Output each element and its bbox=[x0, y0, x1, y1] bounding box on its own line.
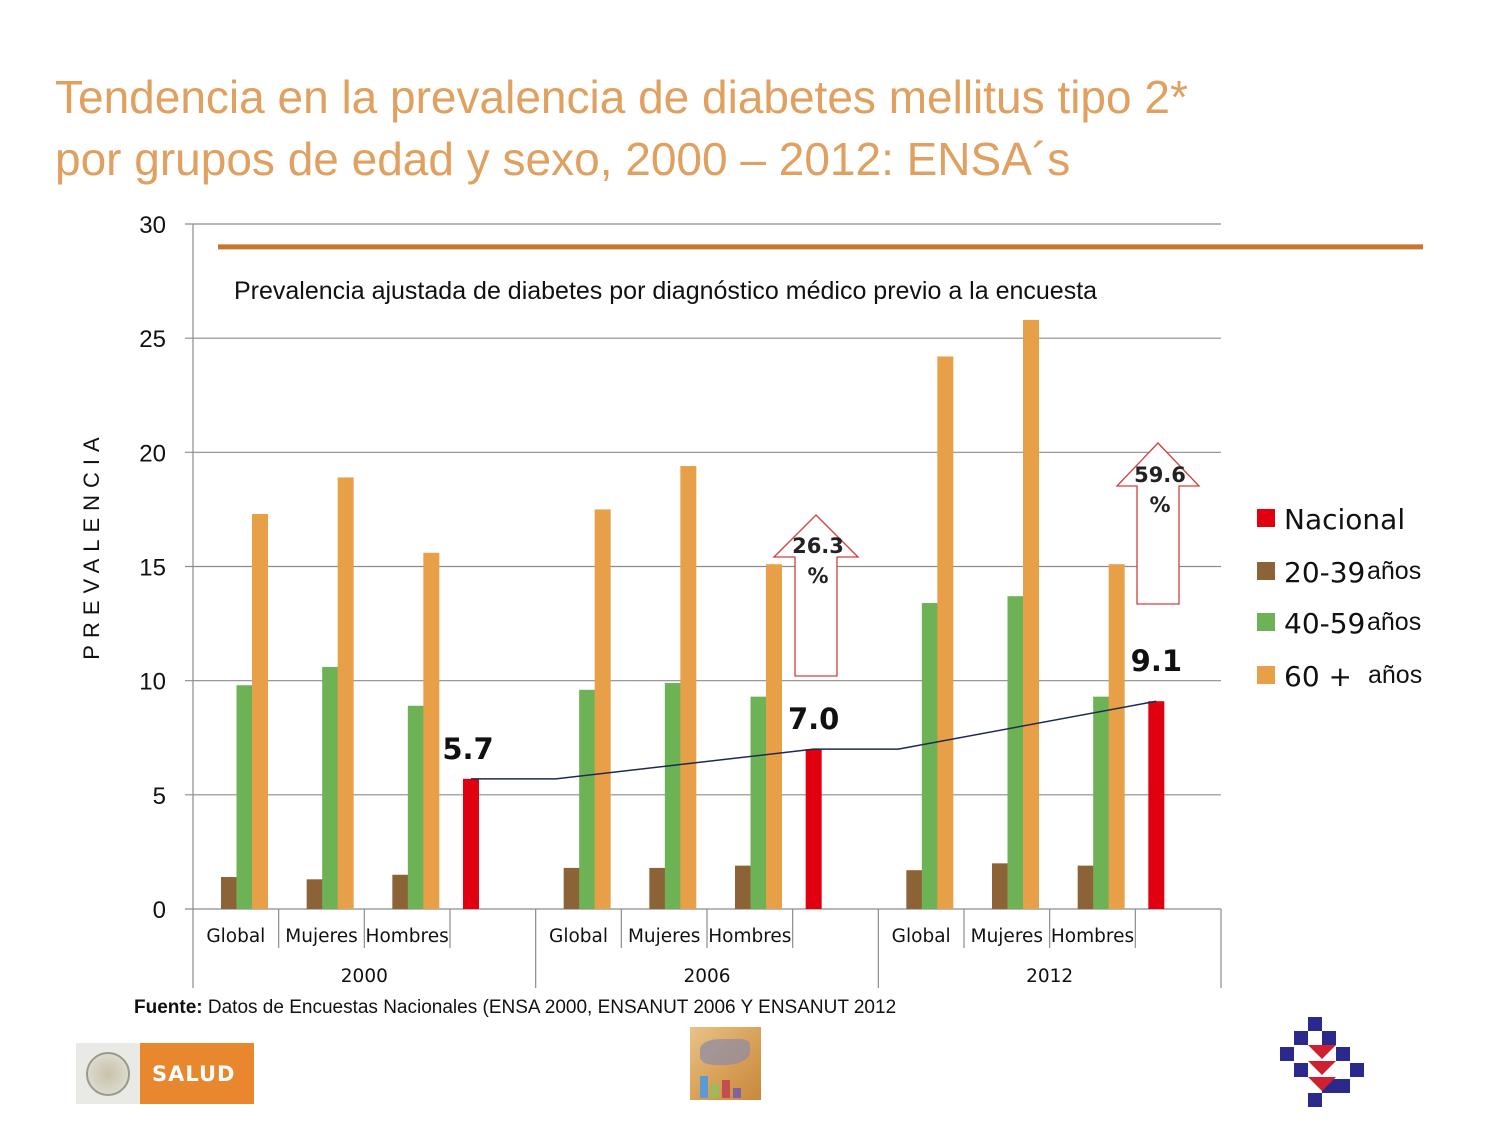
bars bbox=[221, 319, 1165, 909]
x-year-label: 2006 bbox=[683, 966, 730, 987]
legend-swatch bbox=[1257, 562, 1275, 580]
institute-logo-icon bbox=[1280, 1017, 1364, 1107]
map-icon bbox=[700, 1039, 750, 1065]
bar-20-39 bbox=[735, 865, 751, 909]
bar-40-59 bbox=[750, 696, 767, 909]
axes: 0 5 10 15 20 25 30 Global Mujeres Hombres 2000 Glob… bbox=[139, 212, 1222, 988]
mexico-seal-icon bbox=[76, 1043, 140, 1104]
nacional-value-label: 5.7 bbox=[442, 732, 493, 766]
nacional-value-label: 7.0 bbox=[788, 702, 839, 736]
y-axis-label: PREVALENCIA bbox=[79, 430, 104, 659]
bar-60 bbox=[680, 466, 697, 909]
bar-60 bbox=[1023, 319, 1039, 909]
x-category-label: Global bbox=[206, 926, 265, 947]
nacional-trend-line bbox=[471, 700, 1157, 780]
bar-20-39 bbox=[1077, 865, 1094, 909]
y-tick-label: 10 bbox=[139, 669, 166, 696]
y-tick-label: 5 bbox=[153, 783, 166, 810]
increase-percent-sign: % bbox=[807, 564, 828, 588]
y-tick-label: 30 bbox=[139, 212, 166, 239]
legend-label-suffix: años bbox=[1367, 608, 1421, 636]
increase-percent-sign: % bbox=[1149, 493, 1170, 517]
bar-60 bbox=[1108, 564, 1125, 909]
x-category-label: Mujeres bbox=[971, 926, 1043, 947]
trend-line-layer: 5.7 7.0 9.1 bbox=[442, 644, 1182, 780]
bar-60 bbox=[766, 564, 782, 909]
salud-logo-text: SALUD bbox=[140, 1043, 254, 1104]
increase-arrows: 26.3% 59.6% bbox=[772, 442, 1201, 677]
prevalence-bar-chart: 5.7 7.0 9.1 26.3% 59.6% 0 5 10 15 20 25 30 Global M… bbox=[79, 212, 1423, 988]
grid-lines bbox=[185, 223, 1221, 910]
bar-40-59 bbox=[664, 682, 681, 909]
nacional-value-label: 9.1 bbox=[1131, 644, 1182, 678]
chart-subtitle: Prevalencia ajustada de diabetes por dia… bbox=[234, 277, 1097, 305]
bar-40-59 bbox=[236, 685, 253, 909]
slide-title-line-1: Tendencia en la prevalencia de diabetes … bbox=[55, 71, 1188, 123]
x-category-label: Global bbox=[892, 926, 951, 947]
x-category-label: Mujeres bbox=[285, 926, 357, 947]
x-year-label: 2012 bbox=[1026, 966, 1073, 987]
legend-label: 60 + bbox=[1284, 660, 1352, 693]
x-category-label: Global bbox=[549, 926, 608, 947]
legend-label: Nacional bbox=[1284, 503, 1405, 536]
bar-40-59 bbox=[1007, 596, 1024, 909]
slide-title: Tendencia en la prevalencia de diabetes … bbox=[55, 66, 1355, 190]
legend-swatch bbox=[1257, 613, 1275, 631]
increase-percent-value: 26.3 bbox=[792, 534, 844, 558]
legend-label-suffix: años bbox=[1367, 557, 1421, 585]
bar-40-59 bbox=[579, 689, 596, 909]
x-category-label: Hombres bbox=[708, 926, 791, 947]
bar-20-39 bbox=[392, 874, 409, 909]
bar-60 bbox=[337, 477, 354, 909]
bar-60 bbox=[594, 509, 611, 909]
salud-logo: SALUD bbox=[76, 1043, 254, 1104]
bar-20-39 bbox=[992, 863, 1008, 909]
bar-60 bbox=[937, 356, 954, 909]
bars-icon bbox=[700, 1076, 741, 1098]
slide-title-line-2: por grupos de edad y sexo, 2000 – 2012: … bbox=[55, 133, 1071, 185]
bar-nacional bbox=[463, 778, 479, 909]
x-category-label: Mujeres bbox=[628, 926, 700, 947]
bar-20-39 bbox=[221, 877, 237, 909]
legend-swatch bbox=[1257, 509, 1275, 527]
bar-40-59 bbox=[1093, 696, 1110, 909]
increase-percent-value: 59.6 bbox=[1134, 463, 1186, 487]
bar-nacional bbox=[805, 749, 822, 909]
legend-label: 20-39 bbox=[1284, 556, 1365, 589]
x-category-label: Hombres bbox=[1051, 926, 1134, 947]
x-category-label: Hombres bbox=[366, 926, 449, 947]
source-text: Datos de Encuestas Nacionales (ENSA 2000… bbox=[202, 997, 897, 1018]
bar-nacional bbox=[1148, 701, 1165, 909]
source-note: Fuente: Datos de Encuestas Nacionales (E… bbox=[134, 997, 896, 1019]
legend-label: 40-59 bbox=[1284, 607, 1365, 640]
source-label: Fuente: bbox=[134, 997, 203, 1018]
bar-20-39 bbox=[306, 879, 323, 909]
bar-60 bbox=[252, 513, 268, 909]
bar-40-59 bbox=[407, 705, 424, 909]
y-tick-label: 15 bbox=[139, 555, 166, 582]
increase-arrow-icon bbox=[772, 514, 860, 677]
bar-20-39 bbox=[563, 867, 580, 909]
bar-40-59 bbox=[322, 666, 339, 909]
bar-20-39 bbox=[649, 867, 666, 909]
y-tick-label: 25 bbox=[139, 326, 166, 353]
bar-60 bbox=[423, 552, 440, 909]
increase-arrow-icon bbox=[1115, 442, 1201, 605]
legend-label-suffix: años bbox=[1368, 661, 1422, 689]
bar-40-59 bbox=[921, 603, 938, 909]
y-tick-label: 20 bbox=[139, 440, 166, 467]
x-year-label: 2000 bbox=[341, 966, 388, 987]
bar-20-39 bbox=[906, 870, 923, 909]
ensanut-logo bbox=[690, 1027, 761, 1100]
y-tick-label: 0 bbox=[153, 897, 166, 924]
legend-swatch bbox=[1257, 666, 1275, 684]
